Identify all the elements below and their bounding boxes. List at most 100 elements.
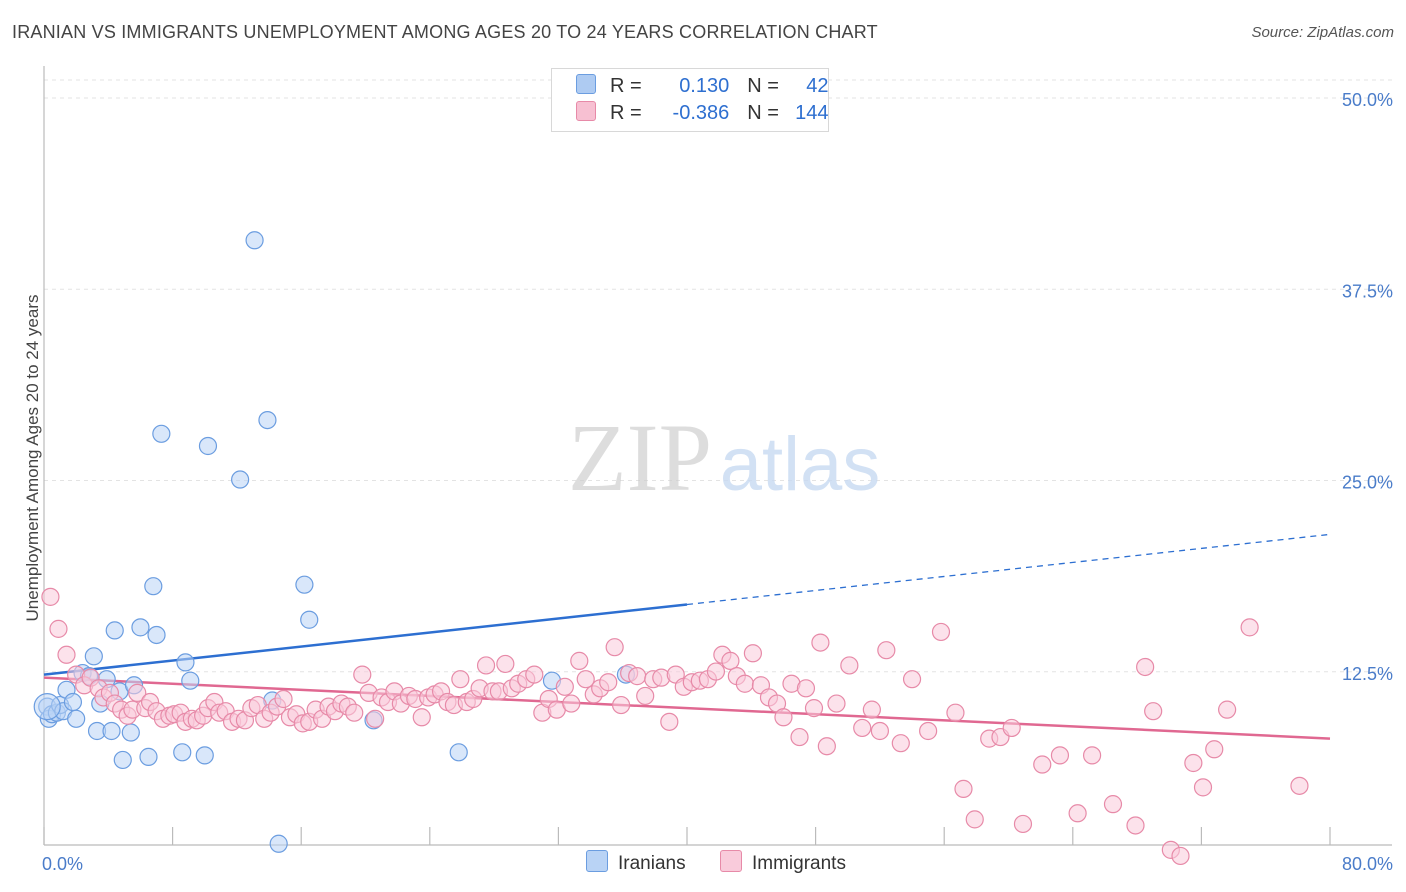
tick-labels: 12.5% 25.0% 37.5% 50.0% 0.0% 80.0% [42,90,1393,874]
immigrants-point [496,654,515,674]
iranians-point [121,723,140,742]
immigrants-point [636,686,655,706]
x-tick-label: 0.0% [42,854,83,874]
legend-row-immigrants: R = -0.386 N = 144 [576,101,829,127]
immigrants-point [555,677,574,696]
iranians-point [258,410,277,430]
immigrants-point [954,779,973,798]
y-tick-label: 25.0% [1342,473,1393,493]
immigrants-point [706,662,726,681]
immigrants-point [57,645,76,664]
immigrants-point [1136,657,1155,677]
immigrants-point [49,619,68,638]
immigrants-point [790,727,809,747]
immigrants-point [817,737,836,756]
legend-swatch-iranians [576,74,596,94]
iranians-point [173,743,192,762]
iranians-point [269,834,288,853]
immigrants-point [562,694,581,713]
immigrants-trend-line [43,676,1331,740]
immigrants-point [1013,814,1033,834]
bottom-legend-label: Immigrants [752,853,846,874]
y-tick-label: 50.0% [1342,90,1393,110]
iranians-point [231,470,250,489]
iranians-point [144,577,163,596]
iranians-point [195,746,214,765]
bottom-legend-iranians: Iranians [586,850,686,875]
immigrants-point [660,712,679,731]
immigrants-point [41,587,60,606]
legend-swatch-immigrants [576,101,596,121]
immigrants-point [862,700,881,719]
immigrants-point [1193,778,1213,797]
immigrants-point [840,656,859,675]
immigrants-point [853,718,872,738]
iranians-point [131,618,150,637]
immigrants-point [570,651,589,670]
bottom-legend-swatch-iranians [586,850,608,872]
iranians-point [147,625,166,645]
legend-n-label: N = [747,102,785,124]
immigrants-point [1033,755,1052,774]
immigrants-point [1218,700,1237,719]
iranians-point [152,424,171,443]
immigrants-point [965,810,984,829]
immigrants-point [877,641,896,660]
bottom-legend-swatch-immigrants [720,850,742,872]
immigrants-point [735,674,754,693]
immigrants-point [628,667,647,686]
iranians-trend-line [43,603,688,676]
watermark-atlas: atlas [720,422,881,507]
immigrants-point [919,721,938,741]
legend-n-value: 42 [806,75,829,97]
immigrants-point [1171,846,1190,866]
iranians-trend-extension [686,533,1331,606]
immigrants-point [1290,776,1309,795]
bottom-legend-immigrants: Immigrants [720,850,846,875]
legend-n-label: N = [747,75,785,97]
immigrants-point [274,689,293,709]
iranians-point [449,743,468,762]
immigrants-point [804,699,824,718]
legend-r-value: -0.386 [672,102,730,124]
grid-lines [44,79,1392,673]
immigrants-point [1068,804,1087,823]
immigrants-point [721,651,740,670]
immigrants-point [796,679,816,698]
immigrants-point [366,709,385,728]
iranians-point [105,621,124,640]
immigrants-point [902,670,922,689]
immigrants-point [353,665,372,684]
immigrants-point [774,708,793,727]
immigrants-point [891,734,910,753]
immigrants-point [1002,718,1021,738]
immigrants-point [1082,746,1102,765]
iranians-point [198,436,218,456]
watermark-zip: ZIP [568,404,712,511]
iranians-point [300,610,319,629]
immigrants-point [1205,740,1224,759]
immigrants-point [128,683,147,702]
immigrants-point [827,694,846,713]
source-label: Source: ZipAtlas.com [1251,24,1394,41]
immigrants-point [451,670,470,689]
legend-r-label: R = [610,75,648,97]
bottom-legend-label: Iranians [618,853,686,874]
y-axis-label: Unemployment Among Ages 20 to 24 years [23,295,42,622]
immigrants-point [811,633,830,652]
iranians-point [176,653,195,672]
trend-lines [43,533,1331,740]
immigrants-point [743,644,763,663]
iranians-point [245,231,264,250]
immigrants-point [1240,618,1259,637]
iranians-point [113,750,132,770]
immigrants-point [931,622,951,642]
iranians-point [181,671,200,690]
immigrants-point [605,638,624,657]
immigrants-point [345,703,364,722]
immigrants-point [525,665,544,684]
immigrants-point [1144,702,1163,721]
immigrants-point [946,703,965,722]
iranians-point [295,575,314,594]
immigrants-point [412,708,431,727]
